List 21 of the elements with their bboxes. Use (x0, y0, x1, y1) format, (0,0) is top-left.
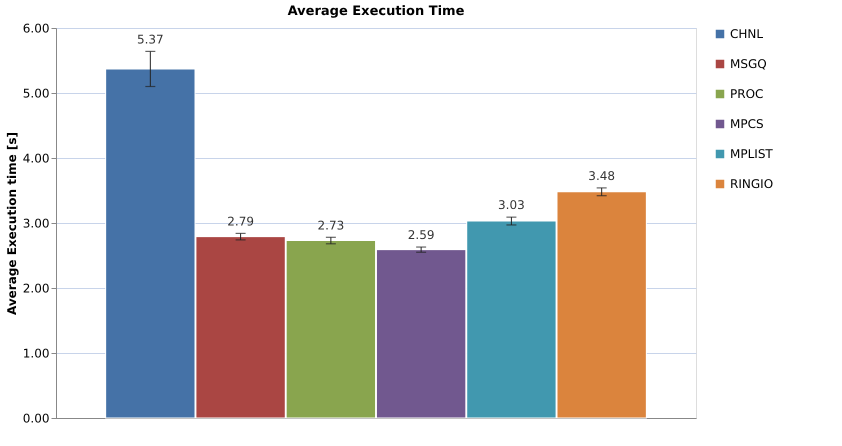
y-tick-label: 4.00 (22, 152, 50, 166)
data-label: 2.59 (408, 228, 434, 242)
y-tick-label: 5.00 (22, 86, 50, 100)
legend-label: MPCS (730, 117, 764, 131)
y-tick-label: 0.00 (22, 412, 50, 426)
y-axis-title: Average Execution time [s] (4, 132, 19, 316)
data-label: 2.73 (318, 218, 344, 232)
legend-label: RINGIO (730, 177, 774, 191)
y-tick-label: 6.00 (22, 22, 50, 36)
data-label: 3.03 (498, 198, 525, 212)
y-tick-label: 1.00 (22, 346, 50, 360)
data-label: 2.79 (227, 214, 254, 228)
legend-label: CHNL (730, 27, 764, 41)
legend-label: PROC (730, 87, 764, 101)
legend-label: MSGQ (730, 57, 767, 71)
data-label: 3.48 (588, 168, 616, 183)
y-tick-label: 2.00 (22, 282, 50, 296)
legend-label: MPLIST (730, 147, 774, 161)
data-label: 5.37 (136, 32, 164, 46)
chart-title: Average Execution Time (288, 4, 465, 19)
y-tick-label: 3.00 (22, 216, 50, 230)
